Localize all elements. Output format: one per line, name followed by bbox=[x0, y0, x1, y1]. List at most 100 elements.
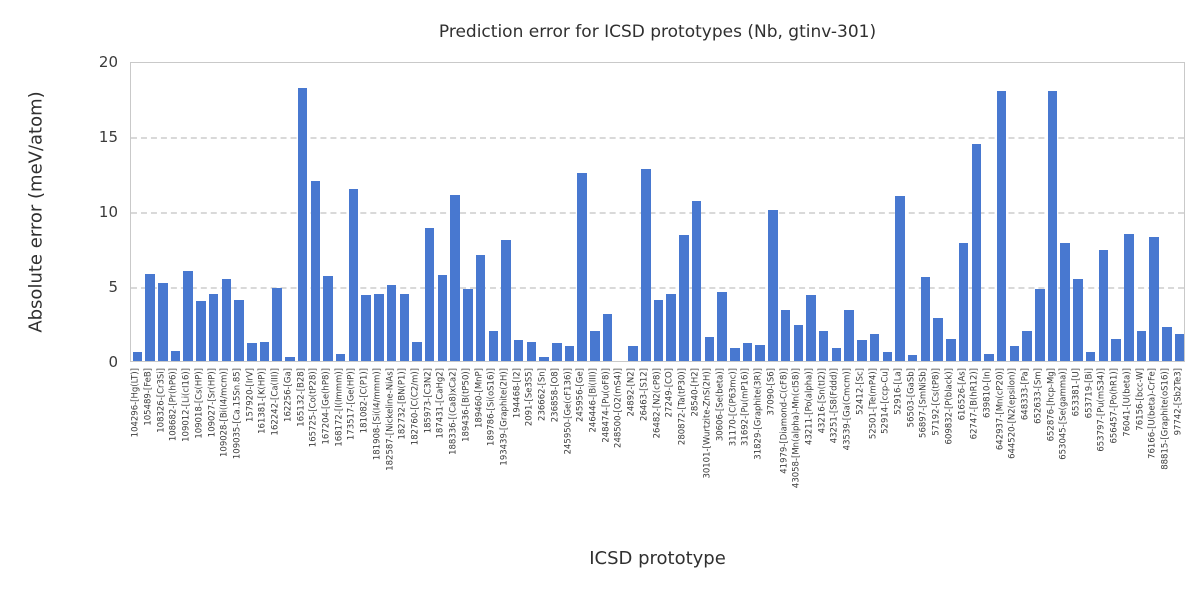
bar bbox=[882, 352, 893, 361]
x-tick-label: 76166-[U(beta)-CrFe] bbox=[1147, 368, 1158, 459]
x-tick-label: 157920-[IrV] bbox=[245, 368, 256, 422]
bar bbox=[806, 295, 816, 361]
bar bbox=[780, 310, 791, 361]
x-tick-label: 609832-[P(black)] bbox=[944, 368, 955, 445]
x-tick-label: 31692-[Pu(mP16)] bbox=[740, 368, 751, 446]
bar bbox=[946, 338, 956, 361]
bar bbox=[323, 275, 333, 361]
x-tick-label: 26482-[N2(cP8)] bbox=[651, 368, 662, 439]
bar bbox=[590, 331, 600, 361]
x-tick-label: 76156-[bcc-W] bbox=[1134, 368, 1145, 431]
gridline-5 bbox=[131, 287, 1184, 289]
x-tick-label: 182760-[C(C2/m)] bbox=[410, 368, 421, 446]
bar bbox=[552, 343, 562, 361]
x-tick-label: 653045-[Se(gamma)] bbox=[1058, 368, 1069, 460]
bar bbox=[1162, 326, 1172, 361]
x-tick-label: 653719-[Bi] bbox=[1083, 368, 1094, 419]
bar bbox=[1124, 233, 1134, 361]
bar bbox=[259, 341, 270, 361]
y-tick-label-0: 0 bbox=[108, 353, 118, 371]
bar bbox=[1111, 338, 1121, 361]
bar bbox=[666, 293, 676, 361]
x-tick-label: 189786-[Si(oS16)] bbox=[486, 368, 497, 446]
bar bbox=[526, 341, 537, 361]
bar bbox=[564, 346, 575, 361]
bar bbox=[996, 91, 1007, 361]
bar bbox=[386, 285, 397, 361]
x-tick-label: 97742-[Sb2Te3] bbox=[1172, 368, 1183, 436]
x-tick-label: 161381-[K(HP)] bbox=[257, 368, 268, 434]
bar bbox=[1022, 331, 1032, 361]
bar bbox=[1085, 352, 1096, 361]
x-tick-label: 165132-[B28] bbox=[295, 368, 306, 427]
x-tick-label: 108682-[Pr(hP6)] bbox=[168, 368, 179, 442]
bar bbox=[641, 169, 651, 361]
gridline-15 bbox=[131, 137, 1184, 139]
x-tick-label: 165725-[Co(tP28)] bbox=[308, 368, 319, 448]
bar bbox=[335, 353, 346, 361]
x-tick-label: 52501-[Te(mP4)] bbox=[867, 368, 878, 440]
bar bbox=[984, 353, 994, 361]
bar bbox=[1047, 91, 1058, 361]
bar bbox=[793, 325, 804, 361]
x-tick-labels: 104296-[Hg(LT)] 105489-[FeB] 108326-[Cr3Si… bbox=[130, 368, 1185, 543]
bar bbox=[679, 235, 689, 361]
x-tick-label: 43251-[S8(Fddd)] bbox=[829, 368, 840, 444]
x-tick-label: 104296-[Hg(LT)] bbox=[130, 368, 141, 438]
bar bbox=[755, 344, 765, 361]
x-tick-label: 188336-[(Ca8)xCa2] bbox=[448, 368, 459, 455]
x-tick-label: 37090-[S6] bbox=[766, 368, 777, 416]
x-tick-label: 43211-[Po(alpha)] bbox=[804, 368, 815, 445]
x-tick-label: 280872-[Ta(tP30)] bbox=[677, 368, 688, 446]
x-tick-label: 41979-[Diamond-C(cF8)] bbox=[778, 368, 789, 474]
bar bbox=[297, 88, 308, 361]
x-tick-label: 30101-[Wurtzite-ZnS(2H)] bbox=[702, 368, 713, 479]
x-tick-label: 2091-[Se3S5] bbox=[524, 368, 535, 427]
bar bbox=[818, 331, 829, 361]
y-tick-label-15: 15 bbox=[98, 128, 118, 146]
bar bbox=[907, 355, 918, 361]
bar bbox=[704, 337, 715, 361]
x-tick-label: 245950-[Ge(cF136)] bbox=[562, 368, 573, 455]
x-tick-label: 182587-[Nickeline-NiAs] bbox=[384, 368, 395, 471]
x-tick-label: 236662-[Sn] bbox=[537, 368, 548, 421]
bar bbox=[628, 346, 638, 361]
bar bbox=[145, 274, 155, 361]
x-tick-label: 76041-[U(beta)] bbox=[1122, 368, 1133, 437]
x-tick-label: 189436-[B(tP50)] bbox=[461, 368, 472, 442]
bar bbox=[1136, 331, 1147, 361]
bar bbox=[730, 347, 740, 361]
bar bbox=[1073, 278, 1083, 361]
x-tick-label: 109018-[Cs(HP)] bbox=[194, 368, 205, 439]
bar bbox=[831, 347, 842, 361]
bar bbox=[844, 310, 854, 361]
bar bbox=[348, 188, 359, 361]
bar bbox=[971, 143, 982, 361]
bar bbox=[488, 331, 498, 361]
x-tick-label: 109035-[Ca.15Sn.85] bbox=[232, 368, 243, 460]
x-tick-label: 181908-[Si(I4/mmm)] bbox=[372, 368, 383, 461]
y-tick-label-20: 20 bbox=[98, 53, 118, 71]
bar bbox=[158, 283, 168, 361]
x-tick-label: 28540-[H2] bbox=[689, 368, 700, 417]
bar bbox=[602, 313, 613, 361]
bar bbox=[437, 274, 448, 361]
bar bbox=[742, 343, 753, 361]
x-tick-label: 173517-[Ge(HP)] bbox=[346, 368, 357, 441]
bar bbox=[1174, 334, 1185, 361]
bar bbox=[1098, 250, 1109, 361]
bar bbox=[1009, 346, 1020, 361]
x-tick-label: 109028-[Bi(I4/mcm)] bbox=[219, 368, 230, 457]
bar bbox=[285, 356, 295, 361]
bar bbox=[272, 287, 282, 361]
chart-title: Prediction error for ICSD prototypes (Nb… bbox=[438, 22, 877, 42]
x-tick-label: 24892-[N2] bbox=[626, 368, 637, 417]
x-tick-label: 185973-[C3N2] bbox=[423, 368, 434, 434]
x-tick-label: 187431-[CaHg2] bbox=[435, 368, 446, 439]
x-tick-label: 652876-[hcp-Mg] bbox=[1045, 368, 1056, 442]
x-tick-label: 43216-[Sn(tI2)] bbox=[817, 368, 828, 434]
x-tick-label: 193439-[Graphite(2H)] bbox=[499, 368, 510, 466]
x-tick-label: 30606-[Se(beta)] bbox=[715, 368, 726, 442]
bar bbox=[717, 292, 727, 361]
